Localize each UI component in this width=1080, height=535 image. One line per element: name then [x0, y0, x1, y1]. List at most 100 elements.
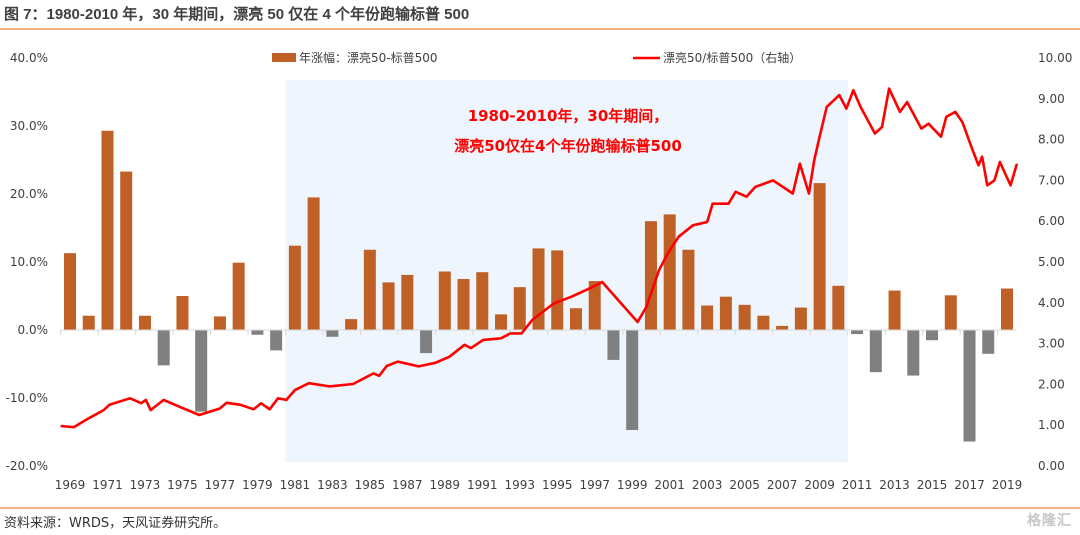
left-tick-label: -10.0%: [6, 391, 48, 405]
x-tick-label: 1971: [92, 478, 123, 492]
bar-1990: [457, 279, 470, 330]
x-tick-label: 1969: [55, 478, 86, 492]
x-tick-label: 2001: [654, 478, 685, 492]
right-tick-label: 1.00: [1038, 418, 1065, 432]
bar-2003: [701, 305, 714, 330]
bar-2017: [963, 330, 976, 442]
right-tick-label: 7.00: [1038, 173, 1065, 187]
bar-2014: [907, 330, 920, 376]
title-divider: [0, 28, 1080, 30]
bar-1970: [82, 315, 95, 330]
bar-1996: [569, 308, 582, 330]
bar-2004: [719, 296, 732, 330]
bar-2007: [776, 325, 789, 330]
legend-bar-label: 年涨幅：漂亮50-标普500: [299, 50, 438, 65]
x-tick-label: 2019: [992, 478, 1023, 492]
bar-1998: [607, 330, 620, 360]
source-note: 资料来源：WRDS，天风证券研究所。: [4, 516, 227, 531]
x-tick-label: 1981: [280, 478, 311, 492]
legend-line-label: 漂亮50/标普500（右轴）: [663, 50, 801, 65]
bar-2013: [888, 290, 901, 330]
x-tick-label: 1977: [205, 478, 236, 492]
left-axis: -20.0% -10.0% 0.0% 10.0% 20.0% 30.0% 40.0%: [6, 51, 48, 473]
x-tick-label: 1979: [242, 478, 273, 492]
right-tick-label: 9.00: [1038, 92, 1065, 106]
bar-1984: [345, 319, 358, 330]
bar-1982: [307, 197, 320, 330]
bar-2011: [851, 330, 864, 335]
bar-2016: [944, 295, 957, 330]
right-tick-label: 4.00: [1038, 296, 1065, 310]
bar-1999: [626, 330, 639, 430]
right-tick-label: 2.00: [1038, 377, 1065, 391]
bar-1980: [270, 330, 283, 351]
x-tick-label: 1995: [542, 478, 573, 492]
x-tick-label: 1987: [392, 478, 423, 492]
x-tick-label: 2007: [767, 478, 798, 492]
x-tick-label: 1997: [579, 478, 610, 492]
bar-2005: [738, 304, 751, 330]
bar-1983: [326, 330, 339, 337]
x-tick-label: 2013: [879, 478, 910, 492]
right-tick-label: 5.00: [1038, 255, 1065, 269]
left-tick-label: -20.0%: [6, 459, 48, 473]
watermark-logo: 格隆汇: [1027, 513, 1072, 529]
right-tick-label: 0.00: [1038, 459, 1065, 473]
right-tick-label: 10.00: [1038, 51, 1072, 65]
bar-1976: [195, 330, 208, 412]
legend: 年涨幅：漂亮50-标普500 漂亮50/标普500（右轴）: [272, 50, 801, 65]
right-tick-label: 6.00: [1038, 214, 1065, 228]
x-tick-label: 2005: [729, 478, 760, 492]
bar-1995: [551, 250, 564, 330]
x-tick-label: 1999: [617, 478, 648, 492]
x-tick-label: 2017: [954, 478, 985, 492]
bar-2015: [926, 330, 939, 341]
legend-bar-swatch: [272, 53, 296, 62]
x-tick-label: 1989: [430, 478, 461, 492]
left-tick-label: 0.0%: [18, 323, 49, 337]
highlight-region: [285, 80, 848, 462]
footer-divider: [0, 507, 1080, 509]
bar-1997: [588, 281, 601, 330]
x-tick-label: 2015: [917, 478, 948, 492]
ratio-line: [60, 87, 1019, 429]
left-tick-label: 30.0%: [10, 119, 48, 133]
x-tick-label: 2009: [804, 478, 835, 492]
bar-1975: [176, 296, 189, 330]
bar-1994: [532, 248, 545, 330]
x-tick-label: 1975: [167, 478, 198, 492]
x-axis-ticks: 1969 1971 1973 1975 1977 1979 1981 1983 1985 1987…: [55, 330, 1023, 492]
bar-2000: [644, 221, 657, 330]
bar-1989: [438, 271, 451, 330]
left-tick-label: 10.0%: [10, 255, 48, 269]
bar-1978: [232, 262, 245, 330]
x-tick-label: 1973: [130, 478, 161, 492]
bar-series: [64, 130, 1013, 442]
x-tick-label: 1985: [355, 478, 386, 492]
x-tick-label: 1993: [504, 478, 535, 492]
left-tick-label: 40.0%: [10, 51, 48, 65]
bar-2006: [757, 315, 770, 330]
bar-2009: [813, 183, 826, 330]
bar-1973: [138, 315, 151, 330]
bar-1971: [101, 130, 114, 330]
bar-2002: [682, 249, 695, 330]
bar-1979: [251, 330, 264, 335]
bar-1977: [213, 316, 226, 330]
left-tick-label: 20.0%: [10, 187, 48, 201]
annotation-line-1: 1980-2010年，30年期间，: [468, 107, 669, 125]
bar-1972: [120, 171, 133, 330]
bar-2010: [832, 285, 845, 330]
right-axis: 0.00 1.00 2.00 3.00 4.00 5.00 6.00 7.00 8.00 9.00…: [1038, 51, 1072, 473]
x-tick-label: 1983: [317, 478, 348, 492]
annotation-line-2: 漂亮50仅在4个年份跑输标普500: [454, 137, 682, 155]
bar-2008: [794, 307, 807, 330]
bar-1992: [495, 314, 508, 330]
bar-1991: [476, 272, 489, 330]
bar-2018: [982, 330, 995, 354]
bar-1981: [288, 245, 301, 330]
bar-1993: [513, 287, 526, 330]
bar-1986: [382, 282, 395, 330]
bar-2001: [663, 214, 676, 330]
